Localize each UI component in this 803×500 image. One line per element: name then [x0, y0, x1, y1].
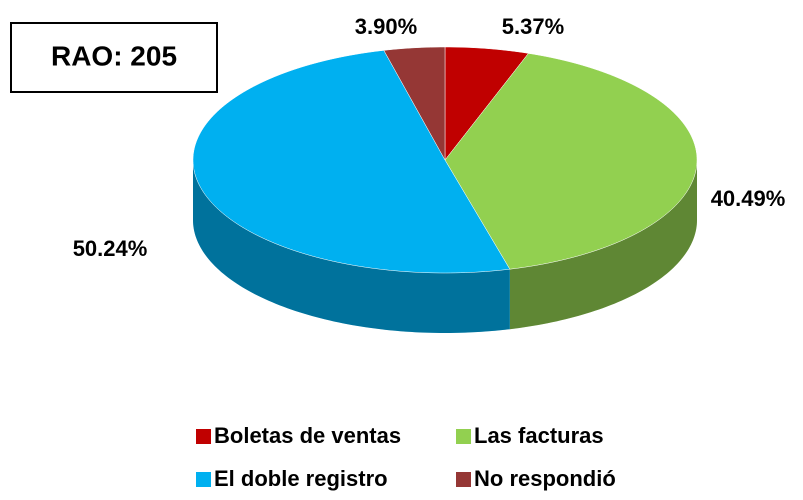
data-label: 40.49%	[711, 186, 786, 211]
legend-swatch	[196, 472, 211, 487]
legend-label: Boletas de ventas	[214, 423, 401, 448]
data-label: 3.90%	[355, 14, 417, 39]
legend-swatch	[456, 429, 471, 444]
annotation-box	[10, 22, 218, 93]
slice-side	[509, 160, 697, 330]
slice	[444, 53, 698, 270]
slice	[383, 46, 446, 161]
legend-label: El doble registro	[214, 466, 388, 491]
data-label: 50.24%	[73, 236, 148, 261]
slice-side-shade	[509, 160, 697, 330]
annotation: RAO: 205	[51, 40, 177, 71]
legend-label: Las facturas	[474, 423, 604, 448]
slice-side	[193, 160, 510, 333]
legend-swatch	[196, 429, 211, 444]
slice-side-shade	[193, 160, 510, 333]
slice	[444, 46, 529, 161]
slice	[192, 50, 511, 274]
legend-swatch	[456, 472, 471, 487]
data-label: 5.37%	[502, 14, 564, 39]
legend-label: No respondió	[474, 466, 616, 491]
